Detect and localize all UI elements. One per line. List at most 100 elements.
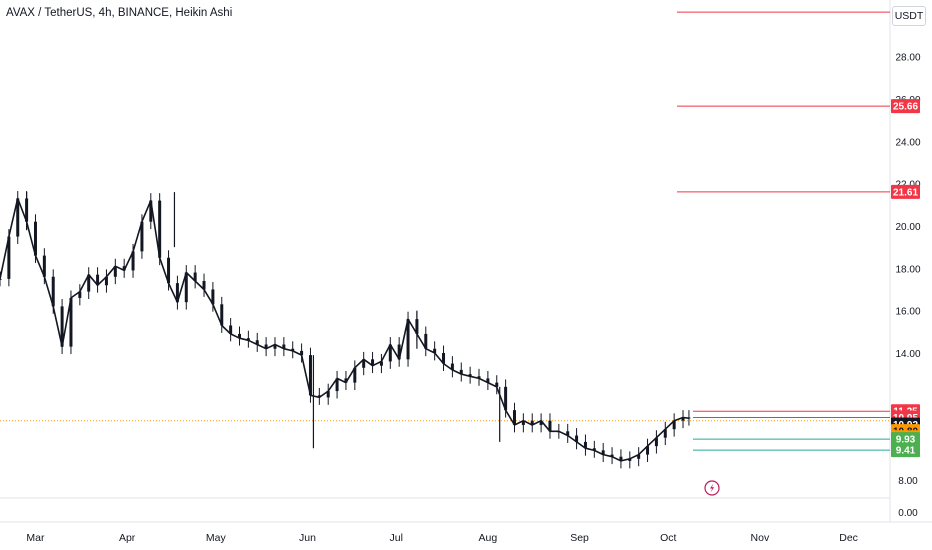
- candle-body: [601, 450, 605, 455]
- candle-body: [167, 257, 171, 284]
- candle-body: [238, 333, 242, 339]
- candle-body: [459, 369, 463, 375]
- candle-body: [406, 319, 410, 360]
- candle-body: [672, 420, 676, 430]
- candle-body: [69, 297, 73, 347]
- candle-body: [450, 363, 454, 370]
- x-tick-label: Oct: [660, 532, 676, 544]
- candle-body: [326, 391, 330, 398]
- candle-body: [122, 266, 126, 271]
- candle-body: [442, 352, 446, 364]
- candle-body: [104, 276, 108, 286]
- x-tick-label: May: [206, 532, 227, 544]
- candle-body: [131, 251, 135, 271]
- price-tag-label: 9.93: [896, 435, 916, 446]
- y-tick-label: 0.00: [898, 508, 918, 519]
- candle-body: [87, 274, 91, 292]
- candle-body: [397, 344, 401, 360]
- candle-body: [175, 283, 179, 303]
- candle-body: [0, 278, 2, 280]
- candle-body: [16, 198, 20, 237]
- candle-body: [388, 344, 392, 362]
- candle-body: [646, 446, 650, 455]
- candle-body: [193, 272, 197, 282]
- candle-body: [113, 266, 117, 277]
- candle-body: [255, 340, 259, 345]
- y-tick-label: 24.00: [895, 137, 920, 148]
- x-tick-label: Apr: [119, 532, 136, 544]
- candle-body: [628, 458, 632, 461]
- candle-body: [687, 417, 691, 419]
- candle-body: [51, 276, 55, 307]
- x-tick-label: Nov: [751, 532, 770, 544]
- y-tick-label: 20.00: [895, 222, 920, 233]
- y-tick-label: 18.00: [895, 264, 920, 275]
- y-tick-label: 16.00: [895, 307, 920, 318]
- x-tick-label: Sep: [570, 532, 589, 544]
- level-tag-box: [891, 99, 920, 114]
- candle-body: [7, 236, 11, 279]
- candle-body: [202, 281, 206, 290]
- candle-body: [486, 378, 490, 383]
- x-tick-label: Jul: [389, 532, 402, 544]
- candle-body: [353, 367, 357, 383]
- lightning-icon-glyph: [710, 483, 715, 493]
- level-tag-box: [891, 184, 920, 199]
- candle-body: [33, 221, 37, 256]
- price-tag-label: 9.41: [896, 446, 916, 457]
- candle-body: [291, 348, 295, 351]
- candle-body: [566, 431, 570, 436]
- candle-body: [379, 361, 383, 366]
- candle-body: [96, 274, 100, 286]
- candle-body: [468, 374, 472, 377]
- y-tick-label: 8.00: [898, 476, 918, 487]
- x-tick-label: Jun: [299, 532, 316, 544]
- candle-body: [619, 456, 623, 461]
- candle-body: [211, 289, 215, 305]
- candle-body: [140, 221, 144, 252]
- candle-body: [477, 376, 481, 379]
- candle-body: [504, 386, 508, 411]
- candle-body: [663, 429, 667, 438]
- candle-body: [264, 344, 268, 349]
- level-tag-label: 21.61: [893, 187, 918, 198]
- candle-body: [557, 431, 561, 433]
- candle-body: [42, 255, 46, 277]
- candle-body: [371, 359, 375, 366]
- candle-body: [637, 454, 641, 459]
- candle-body: [344, 378, 348, 383]
- candle-body: [681, 417, 685, 421]
- candle-body: [512, 410, 516, 425]
- candle-body: [300, 350, 304, 356]
- currency-unit-button[interactable]: USDT: [892, 6, 926, 26]
- price-series-line: [0, 197, 689, 462]
- candle-body: [362, 359, 366, 368]
- candle-body: [308, 355, 312, 396]
- candle-body: [273, 344, 277, 349]
- candle-body: [583, 441, 587, 449]
- candle-body: [78, 291, 82, 298]
- y-tick-label: 14.00: [895, 349, 920, 360]
- candle-body: [424, 333, 428, 349]
- candle-body: [220, 304, 224, 326]
- candle-body: [592, 448, 596, 451]
- candle-body: [539, 420, 543, 425]
- candle-body: [60, 306, 64, 347]
- candle-body: [548, 420, 552, 432]
- chart-title: AVAX / TetherUS, 4h, BINANCE, Heikin Ash…: [6, 7, 233, 19]
- x-tick-label: Mar: [26, 532, 45, 544]
- candle-body: [495, 382, 499, 387]
- price-tag-box: [891, 432, 920, 447]
- price-tag-box: [891, 443, 920, 458]
- candle-body: [229, 325, 233, 334]
- candle-body: [317, 395, 321, 398]
- candle-body: [149, 200, 153, 222]
- candle-body: [575, 435, 579, 442]
- candle-body: [521, 420, 525, 425]
- candle-body: [530, 420, 534, 425]
- candle-body: [335, 378, 339, 392]
- candle-body: [282, 344, 286, 349]
- candle-body: [433, 348, 437, 353]
